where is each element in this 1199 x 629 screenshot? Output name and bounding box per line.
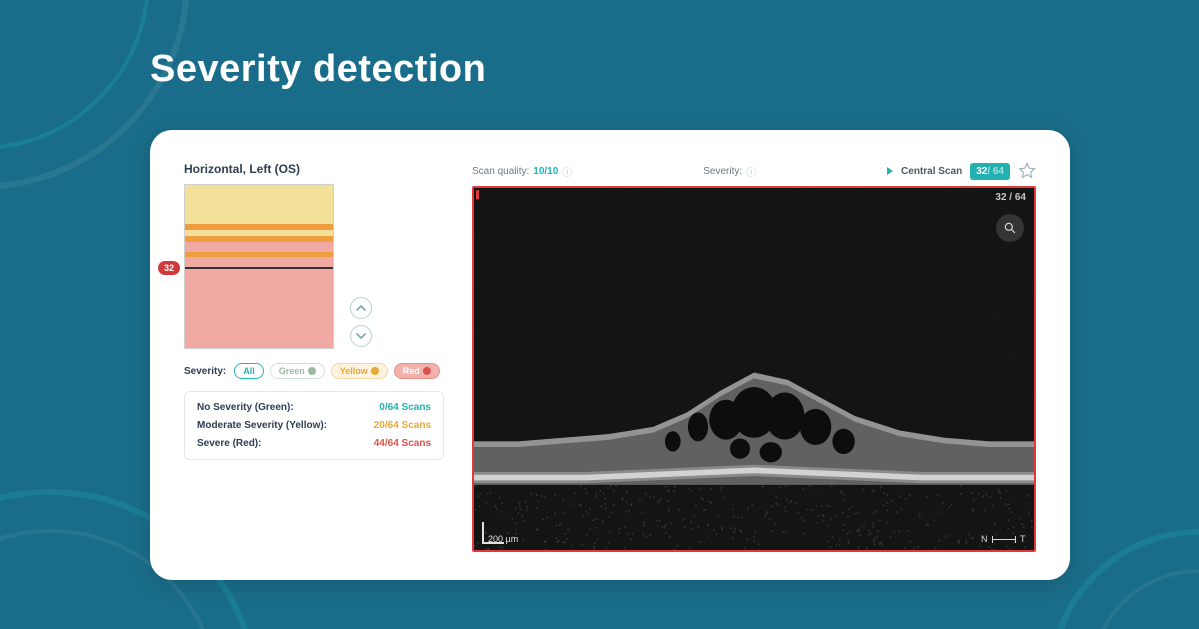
severity-filter-pill[interactable]: All <box>234 363 264 379</box>
scan-quality: Scan quality: 10/10 ⓘ <box>472 164 572 179</box>
summary-row: Moderate Severity (Yellow): 20/64 Scans <box>197 420 431 431</box>
summary-row: Severe (Red): 44/64 Scans <box>197 438 431 449</box>
severity-filter-pill[interactable]: Red <box>394 363 440 379</box>
scan-meta-row: Scan quality: 10/10 ⓘ Severity: ⓘ Centra… <box>472 162 1036 180</box>
scan-quality-value: 10/10 <box>533 166 558 177</box>
orientation-compass: N T <box>981 534 1026 544</box>
play-icon <box>887 167 893 175</box>
central-scan-label[interactable]: Central Scan <box>901 166 962 177</box>
main-card: Horizontal, Left (OS) 32 Severity: All Gr… <box>150 130 1070 580</box>
scale-bar: 200 µm <box>482 522 518 544</box>
map-severity-band <box>185 185 333 224</box>
severity-filter-row: Severity: All Green Yellow Red <box>184 363 444 379</box>
map-severity-band <box>185 230 333 237</box>
pill-label: All <box>243 366 255 376</box>
severity-filter-pill[interactable]: Green <box>270 363 325 379</box>
slice-current: 32 <box>976 166 987 177</box>
pill-dot-icon <box>423 367 431 375</box>
map-severity-band <box>185 242 333 252</box>
summary-label: Severe (Red): <box>197 438 261 449</box>
severity-filter-pill[interactable]: Yellow <box>331 363 388 379</box>
slice-nav <box>350 297 372 347</box>
current-slice-badge: 32 <box>158 261 180 275</box>
right-panel: Scan quality: 10/10 ⓘ Severity: ⓘ Centra… <box>472 162 1036 552</box>
info-icon[interactable]: ⓘ <box>746 164 756 179</box>
slice-total: 64 <box>993 166 1004 177</box>
compass-right-label: T <box>1020 534 1026 544</box>
slice-count-badge: 32/ 64 <box>970 163 1010 180</box>
pill-dot-icon <box>308 367 316 375</box>
scan-overlay-count: 32 / 64 <box>995 192 1026 203</box>
pill-dot-icon <box>371 367 379 375</box>
map-cursor[interactable] <box>184 267 334 269</box>
oct-scan-image <box>474 188 1034 550</box>
scan-quality-label: Scan quality: <box>472 166 529 177</box>
scan-severity: Severity: ⓘ <box>703 164 756 179</box>
left-panel: Horizontal, Left (OS) 32 Severity: All Gr… <box>184 162 444 552</box>
scan-orientation-title: Horizontal, Left (OS) <box>184 162 444 176</box>
info-icon[interactable]: ⓘ <box>562 164 572 179</box>
severity-filter-label: Severity: <box>184 366 226 377</box>
compass-left-label: N <box>981 534 988 544</box>
summary-value: 44/64 Scans <box>374 438 431 449</box>
zoom-button[interactable] <box>996 214 1024 242</box>
oct-scan-view[interactable]: 32 / 64 200 µm N T <box>472 186 1036 552</box>
summary-value: 20/64 Scans <box>374 420 431 431</box>
summary-row: No Severity (Green): 0/64 Scans <box>197 402 431 413</box>
summary-label: Moderate Severity (Yellow): <box>197 420 327 431</box>
magnify-icon <box>1003 221 1017 235</box>
chevron-up-icon <box>356 303 366 313</box>
page-title: Severity detection <box>150 48 486 91</box>
pill-label: Green <box>279 366 305 376</box>
star-icon <box>1018 162 1036 180</box>
pill-label: Red <box>403 366 420 376</box>
slice-up-button[interactable] <box>350 297 372 319</box>
summary-value: 0/64 Scans <box>379 402 431 413</box>
chevron-down-icon <box>356 331 366 341</box>
summary-label: No Severity (Green): <box>197 402 294 413</box>
slice-severity-map[interactable] <box>184 184 334 349</box>
favorite-button[interactable] <box>1018 162 1036 180</box>
slice-down-button[interactable] <box>350 325 372 347</box>
map-severity-band <box>185 257 333 348</box>
pill-label: Yellow <box>340 366 368 376</box>
severity-summary-box: No Severity (Green): 0/64 Scans Moderate S… <box>184 391 444 460</box>
slice-map-row: 32 <box>184 184 444 349</box>
scan-severity-label: Severity: <box>703 166 742 177</box>
